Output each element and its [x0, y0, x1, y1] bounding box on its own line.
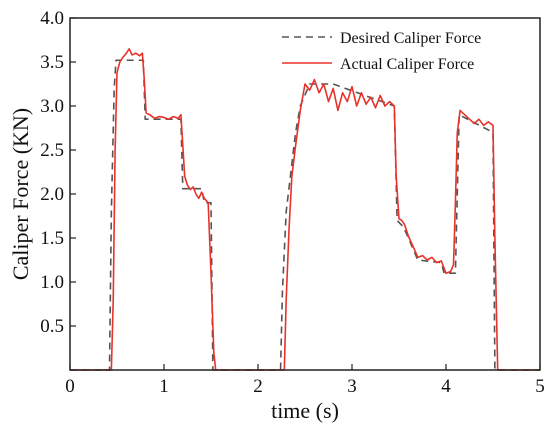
legend-label-desired: Desired Caliper Force	[340, 30, 481, 47]
y-tick-label: 2.5	[40, 140, 64, 161]
x-tick-label: 2	[253, 376, 263, 397]
y-tick-label: 3.0	[40, 96, 64, 117]
y-tick-label: 2.0	[40, 184, 64, 205]
x-tick-label: 3	[347, 376, 357, 397]
plot-area-frame	[69, 17, 541, 371]
y-tick-label: 0.5	[40, 316, 64, 337]
series-line-desired-caliper-force	[70, 59, 540, 371]
x-tick-label: 5	[535, 376, 545, 397]
y-tick-label: 3.5	[40, 52, 64, 73]
series-line-actual-caliper-force	[70, 48, 540, 371]
x-axis-ticks: 0 1 2 3 4 5	[65, 364, 545, 397]
y-axis-ticks: 0.5 1.0 1.5 2.0 2.5 3.0 3.5 4.0	[40, 8, 76, 337]
x-axis-label: time (s)	[271, 398, 339, 423]
legend: Desired Caliper Force Actual Caliper For…	[282, 30, 481, 73]
y-tick-label: 1.0	[40, 272, 64, 293]
x-tick-label: 0	[65, 376, 75, 397]
x-tick-label: 4	[441, 376, 451, 397]
y-axis-label: Caliper Force (KN)	[8, 108, 33, 280]
legend-label-actual: Actual Caliper Force	[340, 56, 474, 73]
x-tick-label: 1	[159, 376, 169, 397]
y-tick-label: 4.0	[40, 8, 64, 29]
y-tick-label: 1.5	[40, 228, 64, 249]
